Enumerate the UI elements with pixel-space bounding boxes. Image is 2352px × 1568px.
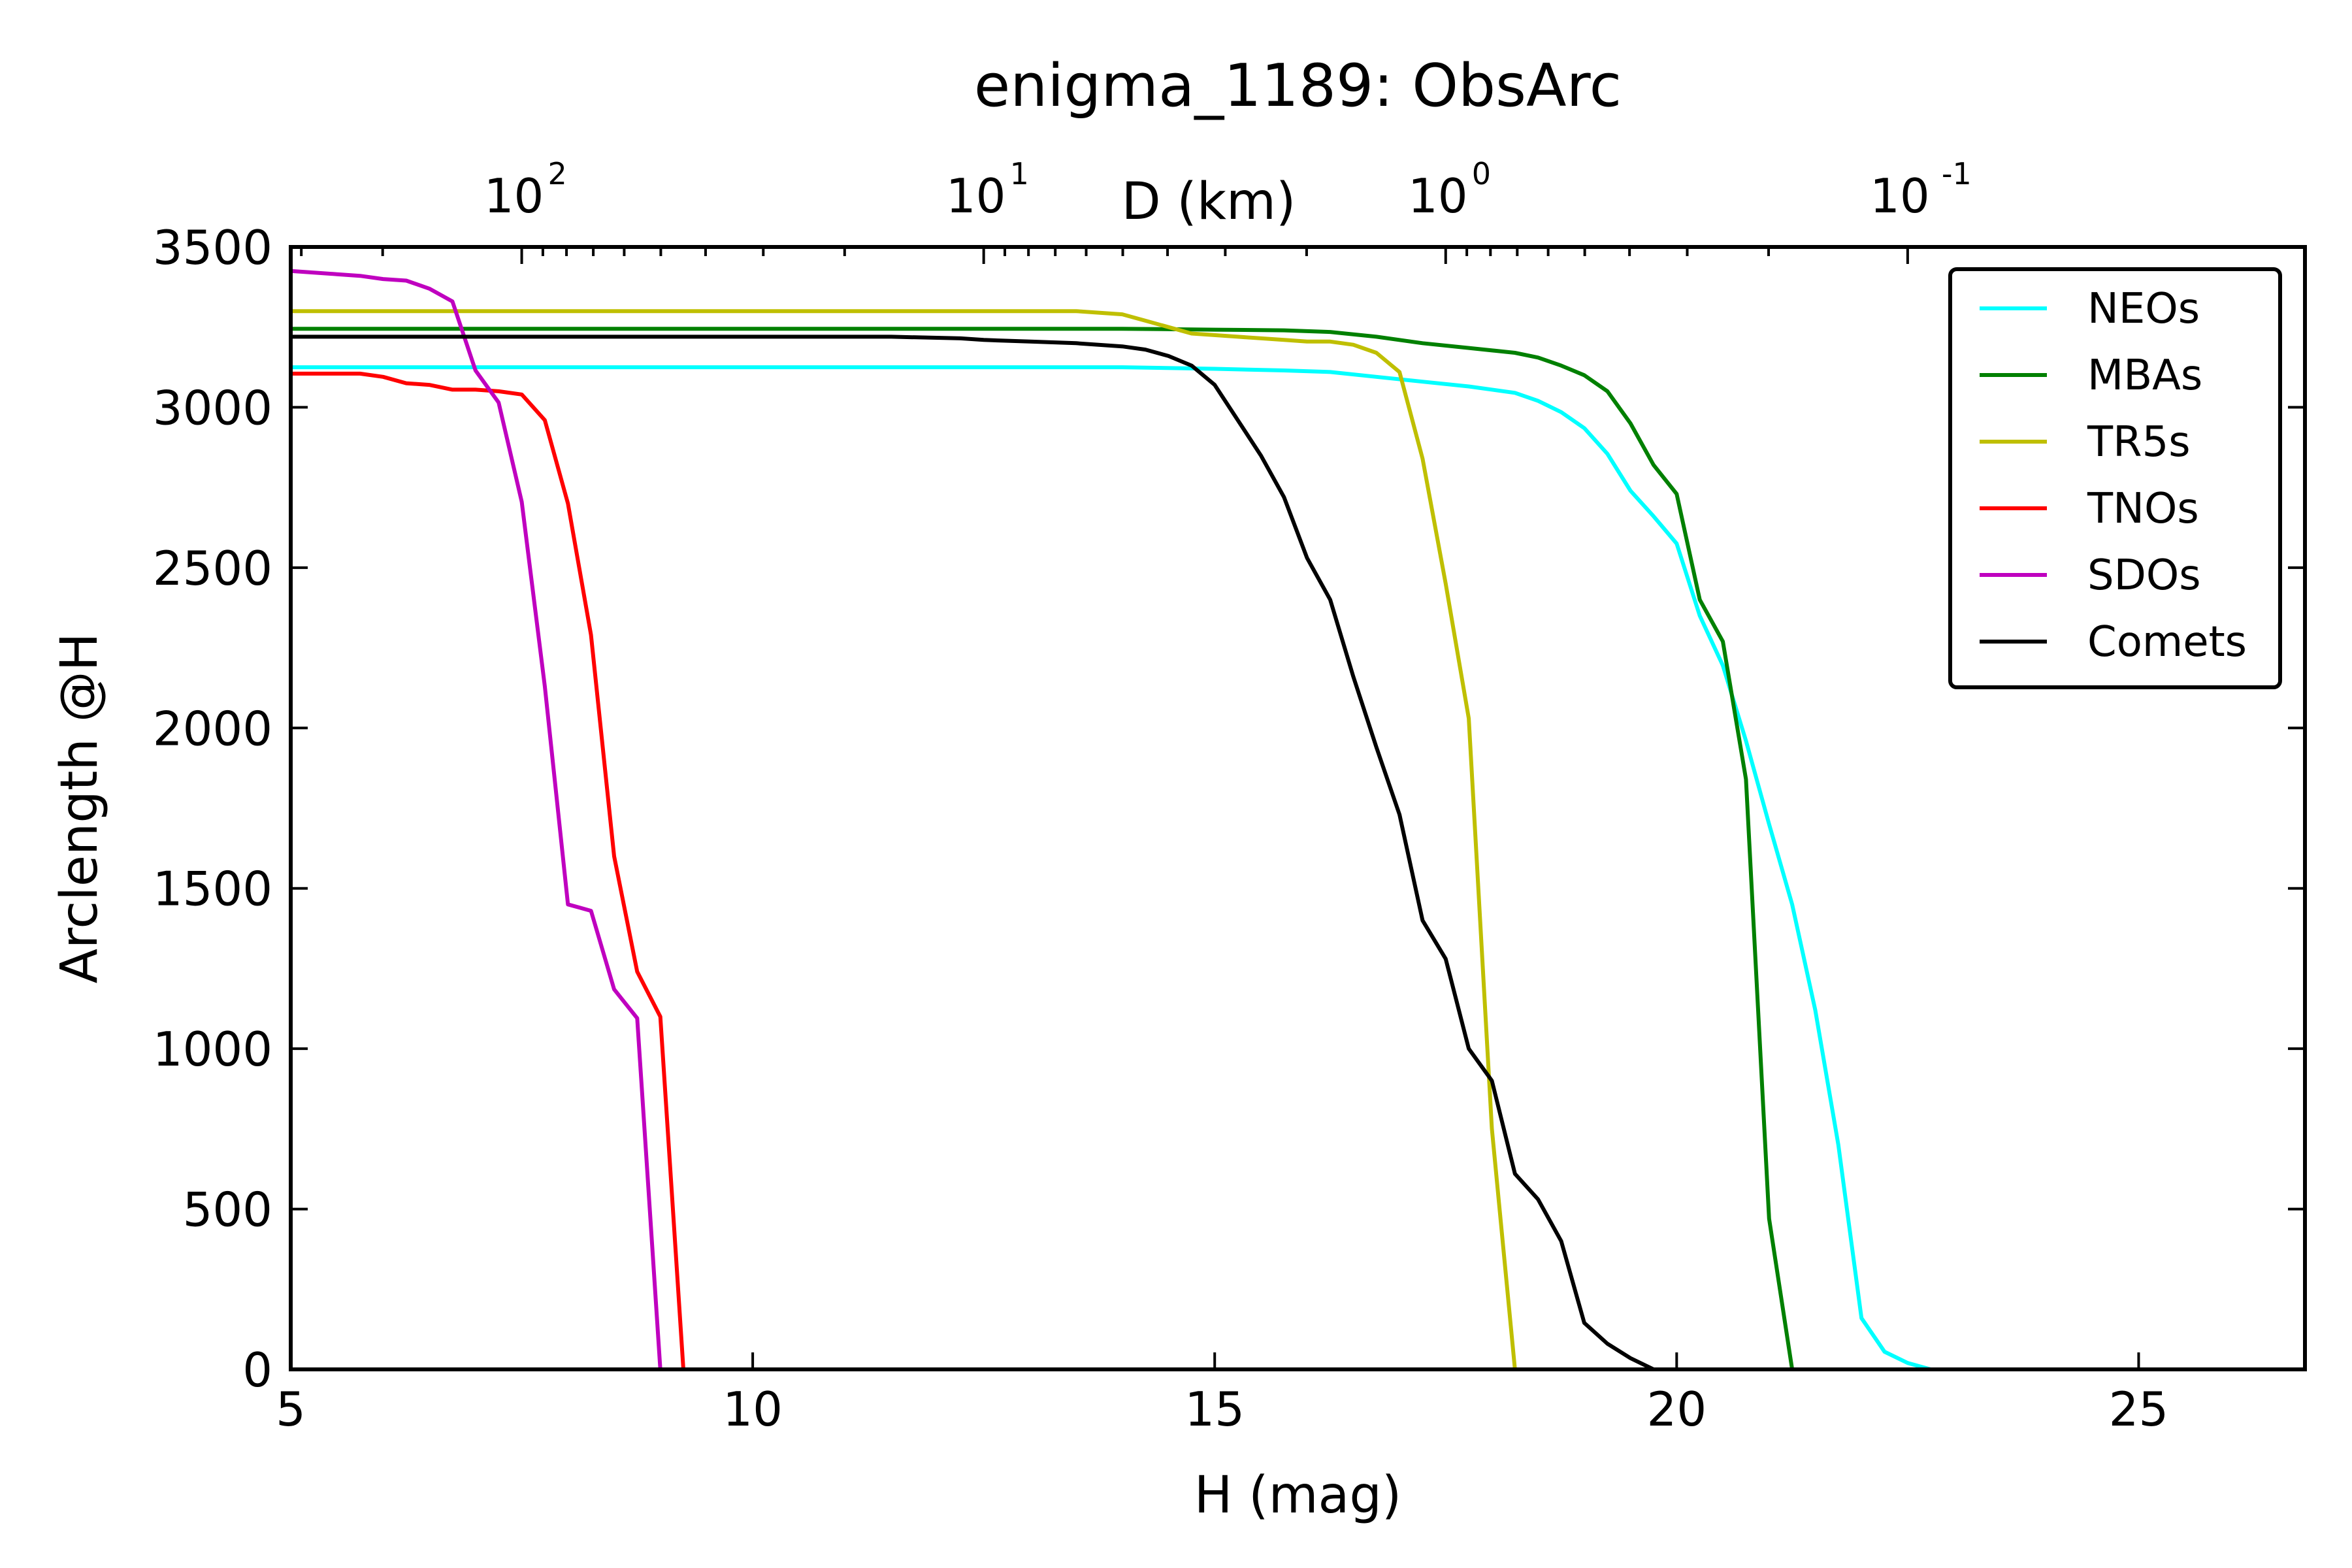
x-tick-label: 25 <box>2109 1382 2169 1437</box>
x-tick-label: 15 <box>1184 1382 1245 1437</box>
legend-label-tnos: TNOs <box>2087 485 2199 533</box>
plot-frame <box>289 245 2307 1371</box>
series-line-neos <box>291 365 1932 1371</box>
x-axis-title: H (mag) <box>1194 1466 1402 1525</box>
y-axis-title: Arclength @H <box>50 633 109 984</box>
series-line-tnos <box>291 371 685 1370</box>
y-tick-label: 0 <box>242 1343 272 1397</box>
legend-label-sdos: SDOs <box>2087 551 2201 600</box>
top-tick-label: 10 <box>946 169 1006 223</box>
x-tick-label: 20 <box>1647 1382 1707 1437</box>
series-line-tr5s <box>291 309 1517 1370</box>
y-tick-label: 500 <box>183 1183 272 1237</box>
legend-label-comets: Comets <box>2087 618 2247 666</box>
y-tick-label: 1000 <box>153 1022 272 1077</box>
top-tick-exponent: -1 <box>1942 156 1972 191</box>
series-line-mbas <box>291 327 1795 1370</box>
series-line-sdos <box>290 269 662 1370</box>
top-tick-exponent: 0 <box>1472 156 1491 191</box>
chart-title: enigma_1189: ObsArc <box>974 52 1622 120</box>
top-tick-exponent: 1 <box>1010 156 1029 191</box>
top-tick-label: 10 <box>484 169 544 223</box>
legend-label-neos: NEOs <box>2087 285 2200 333</box>
top-tick-label: 10 <box>1408 169 1468 223</box>
top-axis-title: D (km) <box>1122 172 1296 231</box>
legend-label-mbas: MBAs <box>2087 351 2202 400</box>
legend: NEOs MBAs TR5s TNOs SDOs Comets <box>1948 267 2282 689</box>
series-group <box>290 269 1932 1371</box>
y-tick-label: 1500 <box>153 862 272 917</box>
y-tick-label: 2500 <box>153 541 272 596</box>
top-tick-exponent: 2 <box>548 156 567 191</box>
y-tick-label: 3500 <box>153 220 272 275</box>
y-tick-label: 3000 <box>153 380 272 435</box>
x-tick-label: 10 <box>723 1382 783 1437</box>
y-tick-label: 2000 <box>153 701 272 756</box>
legend-label-tr5s: TR5s <box>2087 418 2191 466</box>
top-tick-label: 10 <box>1870 169 1930 223</box>
x-tick-label: 5 <box>276 1382 306 1437</box>
series-line-comets <box>291 335 1655 1371</box>
